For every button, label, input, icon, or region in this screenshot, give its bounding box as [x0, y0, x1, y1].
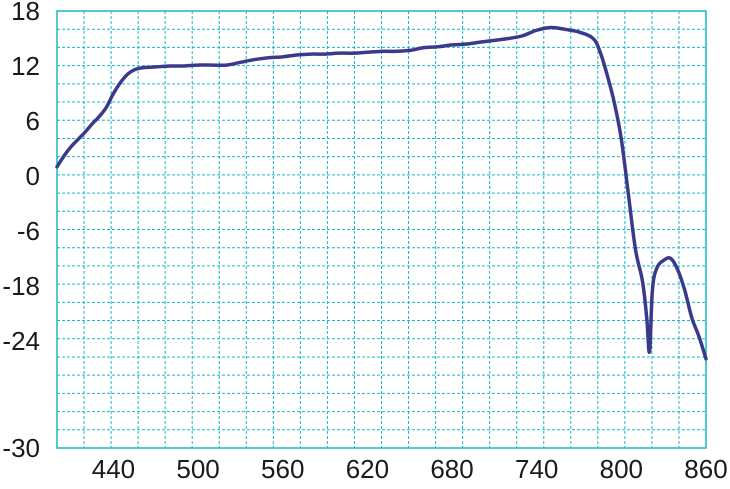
- y-tick-label: 6: [26, 106, 40, 136]
- y-tick-label: -6: [17, 216, 40, 246]
- y-tick-label: 12: [11, 51, 40, 81]
- y-tick-label: -30: [2, 433, 40, 463]
- y-tick-label: 0: [26, 161, 40, 191]
- x-tick-label: 680: [430, 454, 473, 484]
- series-lines: [55, 25, 708, 361]
- chart-axes: [56, 10, 707, 449]
- x-tick-label: 440: [92, 454, 135, 484]
- x-tick-label: 860: [684, 454, 727, 484]
- x-tick-label: 800: [600, 454, 643, 484]
- y-tick-label: -18: [2, 271, 40, 301]
- x-tick-label: 500: [176, 454, 219, 484]
- plot-frame: [56, 10, 707, 449]
- grid-lines: [57, 11, 706, 448]
- series-line-0: [55, 25, 708, 361]
- y-tick-label: 18: [11, 0, 40, 26]
- x-tick-labels: 440 500 560 620 680 740 800 860: [92, 454, 728, 484]
- x-tick-label: 620: [346, 454, 389, 484]
- x-tick-label: 560: [261, 454, 304, 484]
- x-tick-label: 740: [515, 454, 558, 484]
- y-tick-label: -24: [2, 326, 40, 356]
- y-tick-labels: 18 12 6 0 -6 -18 -24 -30: [2, 0, 40, 463]
